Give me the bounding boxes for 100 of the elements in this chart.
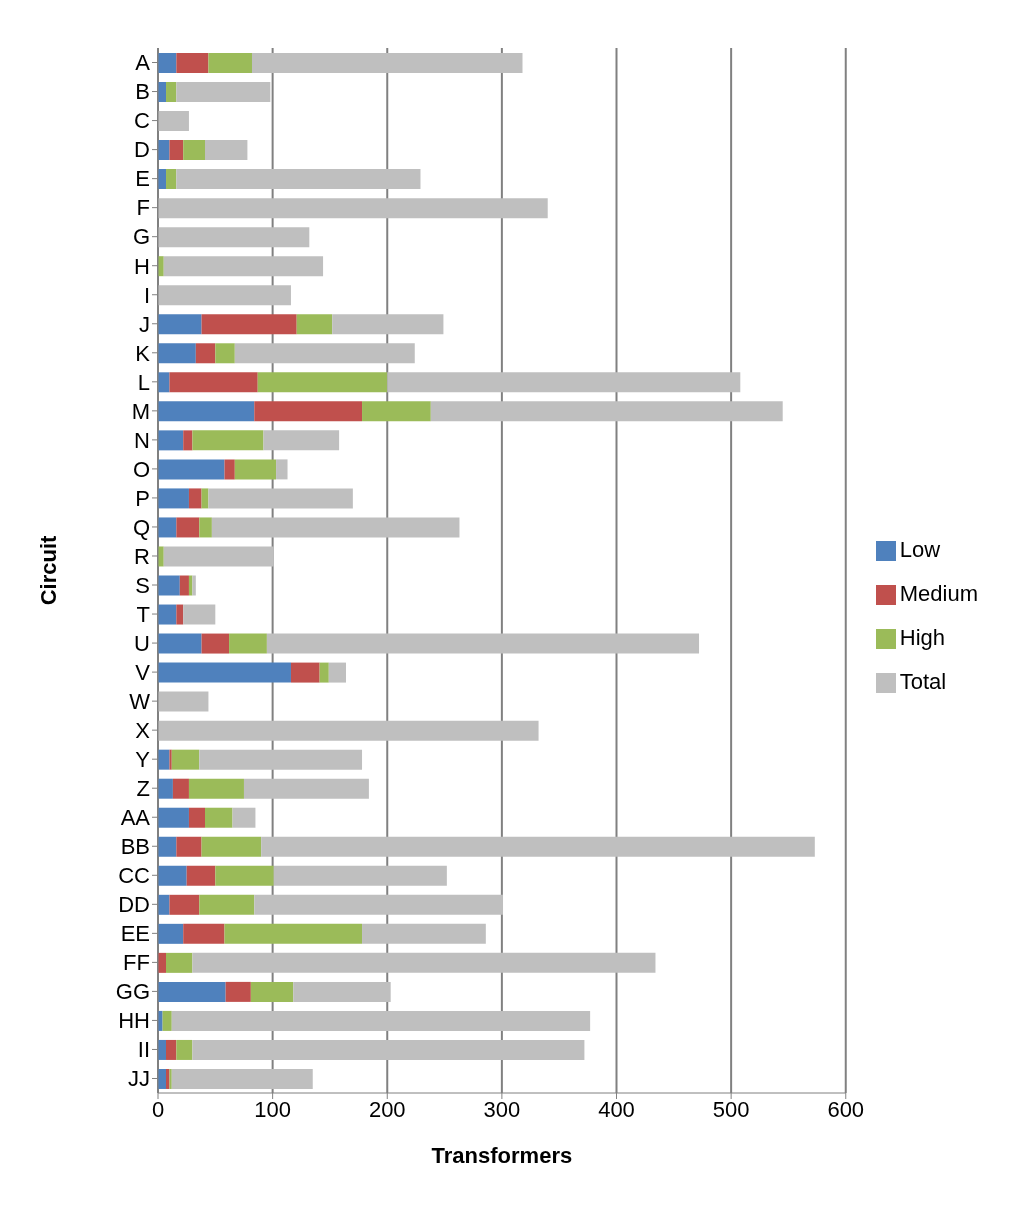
y-tick-label: BB bbox=[120, 834, 150, 860]
bar bbox=[273, 865, 447, 886]
bar bbox=[188, 778, 244, 799]
y-tick-label: K bbox=[135, 340, 151, 366]
y-tick-label: L bbox=[137, 369, 150, 395]
bar bbox=[166, 952, 193, 973]
bar bbox=[158, 633, 202, 654]
bar bbox=[171, 1068, 313, 1089]
bar bbox=[192, 952, 656, 973]
x-tick-label: 100 bbox=[254, 1096, 291, 1122]
bar bbox=[362, 401, 431, 422]
bar bbox=[166, 82, 177, 103]
x-tick-label: 0 bbox=[151, 1096, 165, 1122]
bar bbox=[201, 836, 262, 857]
bar bbox=[215, 343, 235, 364]
bar bbox=[158, 778, 173, 799]
y-tick-label: W bbox=[129, 688, 151, 714]
y-tick-label: U bbox=[134, 630, 150, 656]
bar bbox=[276, 459, 288, 480]
bar bbox=[250, 981, 294, 1002]
bar bbox=[166, 169, 177, 190]
y-tick-label: X bbox=[135, 717, 151, 743]
bar bbox=[215, 865, 274, 886]
bar bbox=[319, 662, 329, 683]
bar bbox=[205, 140, 248, 161]
bar bbox=[199, 894, 255, 915]
bar bbox=[192, 575, 196, 596]
bar bbox=[158, 807, 189, 828]
y-tick-label: V bbox=[135, 659, 151, 685]
bar bbox=[158, 111, 189, 132]
y-tick-label: CC bbox=[118, 863, 151, 889]
bar bbox=[162, 1010, 172, 1031]
legend-label: Low bbox=[899, 536, 941, 562]
y-tick-label: R bbox=[134, 543, 150, 569]
x-tick-label: 500 bbox=[712, 1096, 750, 1122]
bar bbox=[234, 459, 277, 480]
bar bbox=[158, 604, 177, 625]
bar bbox=[430, 401, 783, 422]
bar bbox=[176, 604, 184, 625]
y-tick-label: AA bbox=[120, 805, 151, 831]
y-tick-label: T bbox=[136, 601, 150, 627]
y-tick-label: DD bbox=[118, 892, 150, 918]
bar bbox=[208, 53, 252, 73]
bar bbox=[224, 459, 235, 480]
y-tick-label: F bbox=[136, 195, 150, 221]
bar bbox=[176, 836, 202, 857]
bar bbox=[266, 633, 700, 654]
bar bbox=[225, 981, 251, 1002]
bar bbox=[257, 372, 388, 393]
y-tick-label: D bbox=[134, 137, 150, 163]
bar bbox=[205, 807, 233, 828]
y-tick-label: Y bbox=[135, 746, 151, 772]
bar bbox=[328, 662, 346, 683]
bar bbox=[229, 633, 267, 654]
x-tick-label: 200 bbox=[368, 1096, 406, 1122]
bar bbox=[169, 140, 184, 161]
bar bbox=[387, 372, 741, 393]
y-tick-label: G bbox=[132, 224, 150, 250]
bar bbox=[166, 1039, 177, 1060]
bar bbox=[201, 633, 230, 654]
y-tick-label: II bbox=[137, 1037, 150, 1063]
bar bbox=[293, 981, 391, 1002]
bar bbox=[158, 227, 310, 248]
bar bbox=[188, 807, 205, 828]
bar bbox=[188, 488, 202, 509]
bar bbox=[199, 749, 363, 770]
bar bbox=[158, 575, 180, 596]
bar bbox=[158, 720, 539, 741]
bar bbox=[290, 662, 320, 683]
bar bbox=[158, 430, 184, 451]
legend-label: Total bbox=[899, 668, 947, 694]
bar bbox=[171, 749, 200, 770]
bar bbox=[254, 401, 363, 422]
bar bbox=[158, 53, 177, 73]
bar bbox=[158, 865, 187, 886]
bar bbox=[176, 169, 421, 190]
bar bbox=[232, 807, 256, 828]
bar bbox=[296, 314, 333, 335]
bar bbox=[199, 517, 212, 538]
y-tick-label: B bbox=[135, 79, 150, 105]
y-tick-label: S bbox=[135, 572, 150, 598]
bar bbox=[158, 981, 226, 1002]
bar bbox=[171, 1010, 591, 1031]
bar bbox=[176, 1039, 193, 1060]
bar bbox=[158, 285, 291, 306]
bar bbox=[179, 575, 189, 596]
bar bbox=[183, 604, 216, 625]
bar bbox=[224, 923, 363, 944]
bar bbox=[234, 343, 415, 364]
legend-label: Medium bbox=[899, 580, 978, 606]
x-tick-label: 300 bbox=[483, 1096, 521, 1122]
bar bbox=[332, 314, 444, 335]
bar bbox=[176, 82, 271, 103]
bar bbox=[163, 256, 324, 277]
y-tick-label: P bbox=[135, 485, 150, 511]
y-tick-label: M bbox=[131, 398, 150, 424]
y-tick-label: A bbox=[135, 50, 151, 76]
bar bbox=[195, 343, 216, 364]
y-tick-label: J bbox=[139, 311, 150, 337]
bar bbox=[158, 314, 202, 335]
